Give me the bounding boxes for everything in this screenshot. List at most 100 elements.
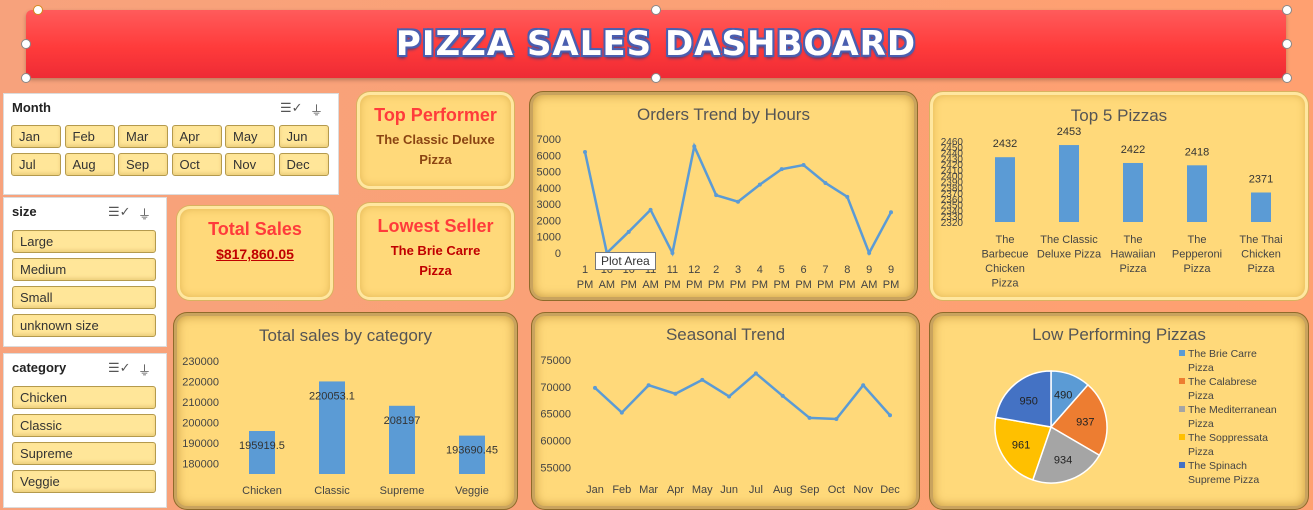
x-tick-label: 12 bbox=[688, 264, 700, 276]
total-sales-card: Total Sales $817,860.05 bbox=[180, 209, 330, 297]
x-tick-label: Chicken bbox=[242, 485, 282, 497]
data-point bbox=[670, 251, 675, 255]
data-point bbox=[801, 163, 806, 168]
data-label: 2371 bbox=[1249, 173, 1273, 185]
month-option-aug[interactable]: Aug bbox=[64, 153, 115, 176]
data-point bbox=[779, 167, 784, 172]
chart-title: Total sales by category bbox=[259, 326, 432, 345]
multi-select-icon[interactable]: ☰✓ bbox=[108, 360, 131, 375]
bar bbox=[389, 405, 415, 474]
category-option-veggie[interactable]: Veggie bbox=[12, 470, 156, 493]
month-option-dec[interactable]: Dec bbox=[278, 153, 329, 176]
month-option-jan[interactable]: Jan bbox=[11, 125, 61, 148]
x-tick-label: PM bbox=[752, 279, 769, 291]
multi-select-icon[interactable]: ☰✓ bbox=[280, 100, 303, 115]
legend-swatch bbox=[1179, 462, 1185, 468]
bar bbox=[249, 431, 275, 474]
selection-handle[interactable] bbox=[1282, 39, 1292, 49]
x-tick-label: PM bbox=[686, 279, 703, 291]
selection-handle[interactable] bbox=[33, 5, 43, 15]
x-tick-label: Sep bbox=[800, 484, 820, 496]
y-tick-label: 75000 bbox=[540, 355, 571, 367]
legend-swatch bbox=[1179, 378, 1185, 384]
month-option-apr[interactable]: Apr bbox=[171, 125, 222, 148]
low-performing-chart[interactable]: 490 937 934 961 950 The Brie Carre Pizza The Ca… bbox=[933, 316, 1305, 506]
x-tick-label: Feb bbox=[612, 484, 631, 496]
selection-handle[interactable] bbox=[651, 73, 661, 83]
data-point bbox=[619, 410, 624, 415]
legend-label: The Brie Carre bbox=[1188, 348, 1257, 360]
selection-handle[interactable] bbox=[1282, 73, 1292, 83]
orders-trend-chart[interactable]: 010002000300040005000600070001PM10AM10PM… bbox=[533, 95, 914, 297]
data-point bbox=[700, 377, 705, 382]
data-point bbox=[834, 417, 839, 421]
data-point bbox=[867, 251, 872, 255]
x-tick-label: The Thai bbox=[1239, 234, 1282, 246]
selection-handle[interactable] bbox=[21, 39, 31, 49]
clear-filter-icon[interactable]: ⏚ bbox=[138, 207, 152, 222]
clear-filter-icon[interactable]: ⏚ bbox=[310, 103, 324, 118]
chart-title: Seasonal Trend bbox=[665, 325, 786, 344]
selection-handle[interactable] bbox=[651, 5, 661, 15]
slicer-title: category bbox=[12, 359, 67, 375]
top5-pizzas-chart[interactable]: 2320233023402350236023702380239024002410… bbox=[933, 95, 1305, 297]
y-tick-label: 2450 bbox=[941, 143, 964, 154]
orders-trend-card[interactable]: Orders Trend by Hours 0 1000 2000 3000 4000 5… bbox=[533, 95, 914, 297]
data-label: 2422 bbox=[1121, 144, 1145, 156]
category-option-chicken[interactable]: Chicken bbox=[12, 386, 156, 409]
data-point bbox=[673, 391, 678, 396]
category-option-classic[interactable]: Classic bbox=[12, 414, 156, 437]
y-tick-label: 2380 bbox=[941, 183, 964, 194]
month-option-nov[interactable]: Nov bbox=[225, 153, 275, 176]
x-tick-label: Classic bbox=[314, 485, 350, 497]
seasonal-trend-chart[interactable]: 55000 60000 65000 70000 75000 Jan Feb Mar Apr May… bbox=[535, 316, 916, 506]
category-slicer: category ☰✓ ⏚ Chicken Classic Supreme Veggi… bbox=[3, 353, 167, 508]
category-sales-chart[interactable]: 180000 190000 200000 210000 220000 230000 1959… bbox=[177, 316, 514, 506]
x-tick-label: Apr bbox=[667, 484, 684, 496]
y-tick-label: 55000 bbox=[540, 462, 571, 474]
seasonal-trend-card[interactable]: Seasonal Trend 55000 60000 65000 70000 75000… bbox=[535, 316, 916, 506]
y-tick-label: 5000 bbox=[537, 167, 561, 179]
low-performing-card[interactable]: Low Performing Pizzas 490 937 934 961 950 The… bbox=[933, 316, 1305, 506]
clear-filter-icon[interactable]: ⏚ bbox=[138, 363, 152, 378]
size-option-medium[interactable]: Medium bbox=[12, 258, 156, 281]
category-sales-card[interactable]: Total sales by category 180000 190000 2000… bbox=[177, 316, 514, 506]
month-option-jul[interactable]: Jul bbox=[11, 153, 61, 176]
y-tick-label: 2330 bbox=[941, 212, 964, 223]
data-label: 220053.1 bbox=[309, 390, 355, 402]
data-label: 490 bbox=[1054, 390, 1072, 402]
category-option-supreme[interactable]: Supreme bbox=[12, 442, 156, 465]
month-option-sep[interactable]: Sep bbox=[118, 153, 168, 176]
data-point bbox=[753, 371, 758, 376]
month-option-may[interactable]: May bbox=[225, 125, 275, 148]
multi-select-icon[interactable]: ☰✓ bbox=[108, 204, 131, 219]
top5-pizzas-card[interactable]: Top 5 Pizzas 2320 2330 2340 2350 2360 2370 238… bbox=[933, 95, 1305, 297]
month-option-jun[interactable]: Jun bbox=[278, 125, 329, 148]
x-tick-label: Mar bbox=[639, 484, 658, 496]
orders-series-line bbox=[583, 142, 893, 257]
data-point bbox=[583, 150, 587, 155]
data-label: 2453 bbox=[1057, 126, 1081, 138]
data-point bbox=[861, 383, 866, 388]
selection-handle[interactable] bbox=[1282, 5, 1292, 15]
size-slicer: size ☰✓ ⏚ Large Medium Small unknown size bbox=[3, 197, 167, 347]
pie-slice bbox=[1049, 383, 1108, 457]
size-option-unknown-size[interactable]: unknown size bbox=[12, 314, 156, 337]
month-option-mar[interactable]: Mar bbox=[118, 125, 168, 148]
x-tick-label: Jan bbox=[586, 484, 604, 496]
data-point bbox=[727, 394, 732, 399]
x-tick-label: Pizza bbox=[1184, 263, 1212, 275]
size-option-small[interactable]: Small bbox=[12, 286, 156, 309]
title-banner[interactable]: PIZZA SALES DASHBOARD bbox=[26, 10, 1286, 78]
month-option-feb[interactable]: Feb bbox=[64, 125, 115, 148]
selection-handle[interactable] bbox=[21, 73, 31, 83]
size-option-large[interactable]: Large bbox=[12, 230, 156, 253]
bar bbox=[1123, 162, 1143, 222]
y-tick-label: 230000 bbox=[182, 356, 219, 368]
month-option-oct[interactable]: Oct bbox=[171, 153, 222, 176]
x-tick-label: 5 bbox=[779, 264, 785, 276]
x-tick-label: 7 bbox=[822, 264, 828, 276]
x-tick-label: Jul bbox=[749, 484, 763, 496]
data-point bbox=[593, 385, 597, 390]
month-slicer: Month ☰✓ ⏚ Jan Feb Mar Apr May Jun Jul Aug Sep Oc… bbox=[3, 93, 339, 195]
